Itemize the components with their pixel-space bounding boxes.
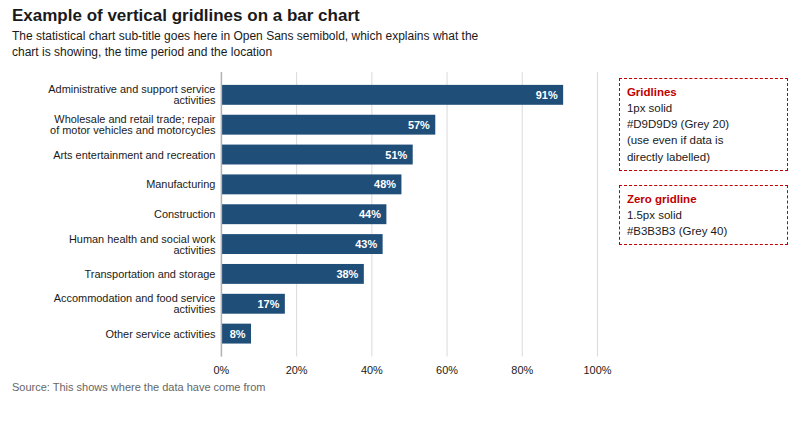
svg-text:Manufacturing: Manufacturing xyxy=(146,179,215,191)
svg-text:Other service activities: Other service activities xyxy=(105,328,216,340)
html-text:Source: This shows where the d: Source: This shows where the data have c… xyxy=(12,380,266,393)
html-text:Zero gridline: Zero gridline xyxy=(626,192,697,205)
html-text:1.5px solid #B3B3B3 (Grey 40): 1.5px solid #B3B3B3 (Grey 40) xyxy=(626,208,728,237)
html-text:Example of vertical gridlines: Example of vertical gridlines on a bar c… xyxy=(12,6,360,25)
svg-text:44%: 44% xyxy=(359,208,381,220)
svg-text:100%: 100% xyxy=(583,364,611,376)
svg-text:51%: 51% xyxy=(385,149,407,161)
svg-text:60%: 60% xyxy=(436,364,458,376)
svg-text:17%: 17% xyxy=(257,298,279,310)
svg-text:Administrative and support ser: Administrative and support serviceactivi… xyxy=(48,84,216,107)
svg-text:40%: 40% xyxy=(361,364,383,376)
svg-text:8%: 8% xyxy=(230,328,246,340)
html-text:1px solid #D9D9D9 (Grey 20) (u: 1px solid #D9D9D9 (Grey 20) (use even if… xyxy=(626,102,730,163)
svg-text:91%: 91% xyxy=(536,89,558,101)
svg-text:Wholesale and retail trade; re: Wholesale and retail trade; repairof mot… xyxy=(50,113,216,136)
svg-text:Arts entertainment and recreat: Arts entertainment and recreation xyxy=(53,149,215,161)
svg-text:Accommodation and food service: Accommodation and food serviceactivities xyxy=(54,292,216,315)
svg-text:57%: 57% xyxy=(408,119,430,131)
svg-text:20%: 20% xyxy=(286,364,308,376)
svg-text:Construction: Construction xyxy=(154,208,215,220)
svg-text:Transportation and storage: Transportation and storage xyxy=(85,268,216,280)
svg-text:80%: 80% xyxy=(511,364,533,376)
svg-text:43%: 43% xyxy=(355,238,377,250)
svg-text:Human health and social workac: Human health and social workactivities xyxy=(69,233,216,256)
html-text:The statistical chart sub-titl: The statistical chart sub-title goes her… xyxy=(12,29,479,59)
svg-text:38%: 38% xyxy=(336,268,358,280)
html-text:Gridlines: Gridlines xyxy=(626,86,677,99)
svg-text:0%: 0% xyxy=(214,364,230,376)
svg-text:48%: 48% xyxy=(374,179,396,191)
